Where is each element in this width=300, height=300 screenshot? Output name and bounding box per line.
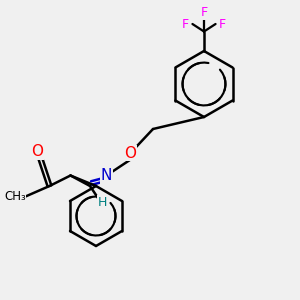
Text: N: N [101, 168, 112, 183]
Text: H: H [98, 196, 107, 209]
Text: O: O [32, 144, 44, 159]
Text: CH₃: CH₃ [4, 190, 26, 203]
Text: F: F [182, 18, 189, 32]
Text: O: O [124, 146, 136, 160]
Text: F: F [219, 18, 226, 32]
Text: F: F [200, 6, 208, 20]
